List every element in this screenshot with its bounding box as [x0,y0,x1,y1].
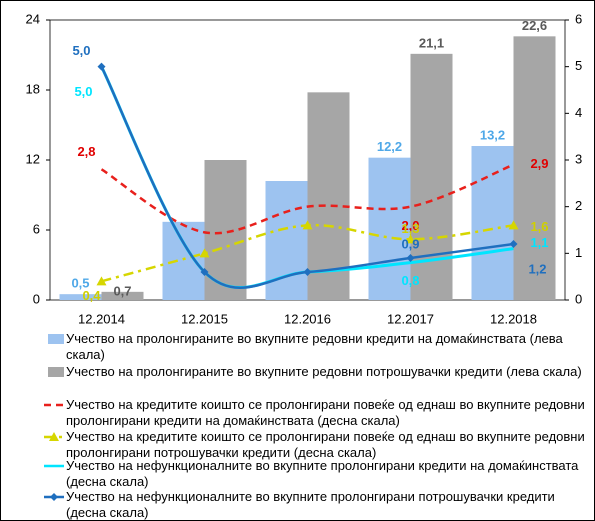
y2-tick-label: 4 [575,105,582,120]
legend-label: Учество на кредитите коишто се пролонгир… [66,397,585,428]
marker [303,268,312,276]
legend-marker [50,493,58,501]
marker [200,268,209,276]
y-tick-label: 12 [26,151,40,166]
y-tick-label: 24 [26,11,40,26]
x-tick-label: 12.2017 [387,311,434,326]
legend-swatch [48,334,64,344]
data-label: 5,0 [72,43,90,58]
data-label: 22,6 [522,18,547,33]
marker [302,220,313,230]
y2-tick-label: 2 [575,198,582,213]
line [100,163,514,235]
y2-tick-label: 6 [575,11,582,26]
data-label: 1,1 [530,235,548,250]
legend-marker [49,432,59,441]
data-label: 2,8 [77,144,95,159]
marker [406,254,415,262]
x-tick-label: 12.2014 [78,311,125,326]
legend-label: Учество на нефункционалните во вкупните … [66,458,579,489]
y2-tick-label: 3 [575,151,582,166]
y-tick-label: 0 [33,291,40,306]
bar [162,221,205,300]
data-label: 1,3 [401,221,419,236]
data-label: 12,2 [377,139,402,154]
marker [199,248,210,258]
line [100,66,514,289]
data-label: 0,8 [401,273,419,288]
y-tick-label: 18 [26,81,40,96]
y2-tick-label: 5 [575,58,582,73]
bar [513,36,556,300]
marker [97,62,106,71]
data-label: 2,0 [401,218,419,233]
data-label: 0,7 [113,283,131,298]
data-label: 0,5 [71,276,89,291]
y-tick-label: 6 [33,221,40,236]
y2-tick-label: 1 [575,245,582,260]
data-label: 0,4 [82,288,101,303]
bar [471,146,514,300]
data-label: 5,0 [74,84,92,99]
data-label: 1,6 [530,219,548,234]
x-tick-label: 12.2018 [490,311,537,326]
y2-tick-label: 0 [575,291,582,306]
legend-label: Учество на пролонгираните во вкупните ре… [66,364,582,379]
data-label: 1,2 [528,261,546,276]
legend-swatch [48,367,64,377]
marker [509,240,518,248]
data-label: 13,2 [480,127,505,142]
marker [508,220,519,230]
x-tick-label: 12.2016 [284,311,331,326]
legend-label: Учество на нефункционалните во вкупните … [66,489,555,520]
legend-label: Учество на пролонгираните во вкупните ре… [66,331,563,362]
bar [368,157,411,300]
marker [405,234,416,244]
bar [59,294,102,300]
x-tick-label: 12.2015 [181,311,228,326]
legend-label: Учество на кредитите коишто се пролонгир… [66,429,585,460]
bar [307,92,350,300]
data-label: 21,1 [419,35,444,50]
bar [101,291,144,300]
marker [96,276,107,286]
data-label: 2,9 [530,156,548,171]
data-label: 0,9 [401,236,419,251]
